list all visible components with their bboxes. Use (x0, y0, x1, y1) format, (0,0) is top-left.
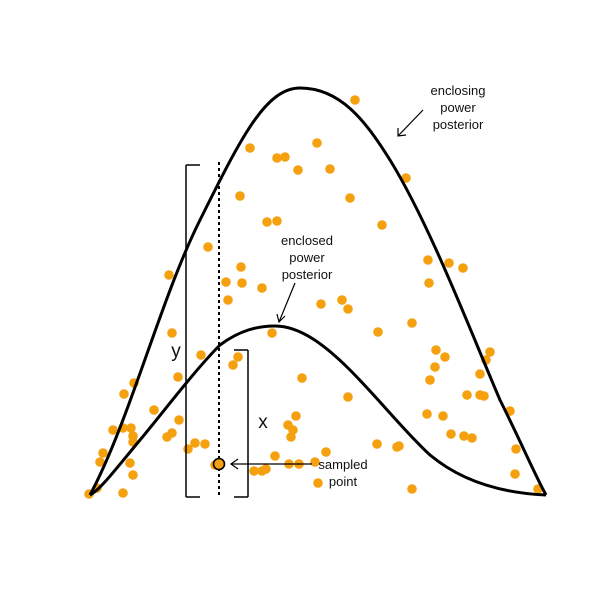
sample-point (350, 95, 360, 105)
y-label: y (171, 341, 181, 362)
sample-point (446, 429, 456, 439)
sample-point (407, 484, 417, 494)
sample-point (221, 277, 231, 287)
sample-point (200, 439, 210, 449)
sampled-label-line-2: point (329, 474, 358, 489)
sample-point (475, 369, 485, 379)
sample-point (174, 415, 184, 425)
sample-point (297, 373, 307, 383)
sample-point (431, 345, 441, 355)
sample-point (377, 220, 387, 230)
sample-point (291, 411, 301, 421)
enclosing-curve (88, 86, 548, 496)
sample-point (425, 375, 435, 385)
sample-point (394, 441, 404, 451)
sampled-point-arrow (229, 458, 312, 470)
sample-point (95, 457, 105, 467)
sample-point (173, 372, 183, 382)
enclosing-label-line-1: enclosing (431, 83, 486, 98)
sample-point (272, 153, 282, 163)
sample-point (313, 478, 323, 488)
sample-point (459, 431, 469, 441)
sample-point (237, 278, 247, 288)
sample-point (438, 411, 448, 421)
sample-point (196, 350, 206, 360)
sample-point (467, 433, 477, 443)
sample-point (126, 423, 136, 433)
sample-point (228, 360, 238, 370)
sample-point (485, 347, 495, 357)
sample-point (270, 451, 280, 461)
x-label: x (258, 412, 268, 433)
enclosed-label-line-3: posterior (282, 267, 333, 282)
sample-point (321, 447, 331, 457)
sample-point (257, 283, 267, 293)
enclosed-curve (89, 324, 547, 497)
sample-point (310, 457, 320, 467)
sample-point (430, 362, 440, 372)
sample-points (84, 95, 543, 499)
sample-point (118, 488, 128, 498)
sample-point (236, 262, 246, 272)
sample-point (462, 390, 472, 400)
sample-point (372, 439, 382, 449)
sample-point (164, 270, 174, 280)
enclosed-arrow (276, 282, 296, 324)
sample-point (316, 299, 326, 309)
sample-point (444, 258, 454, 268)
sample-point (422, 409, 432, 419)
sample-point (511, 444, 521, 454)
enclosing-arrow (397, 109, 424, 137)
sample-point (401, 173, 411, 183)
sample-point (233, 352, 243, 362)
sample-point (293, 165, 303, 175)
enclosed-label-line-2: power (289, 250, 325, 265)
sample-point (235, 191, 245, 201)
sample-point (119, 389, 129, 399)
sample-point (325, 164, 335, 174)
sample-point (286, 432, 296, 442)
sample-point (424, 278, 434, 288)
sample-point (262, 217, 272, 227)
sample-point (125, 458, 135, 468)
sample-point (343, 304, 353, 314)
sample-point (423, 255, 433, 265)
y-bracket (185, 164, 200, 498)
sample-point (108, 425, 118, 435)
enclosed-label-line-1: enclosed (281, 233, 333, 248)
enclosing-label-line-2: power (440, 100, 476, 115)
sample-point (407, 318, 417, 328)
sample-point (458, 263, 468, 273)
sampled-point-marker (212, 457, 226, 471)
sample-point (440, 352, 450, 362)
sample-point (312, 138, 322, 148)
sample-point (245, 143, 255, 153)
sample-point (203, 242, 213, 252)
sample-point (272, 216, 282, 226)
sample-point (162, 432, 172, 442)
sample-point (128, 470, 138, 480)
sample-point (167, 328, 177, 338)
sample-point (249, 466, 259, 476)
enclosing-label-line-3: posterior (433, 117, 484, 132)
sample-point (223, 295, 233, 305)
sample-point (257, 466, 267, 476)
sample-point (343, 392, 353, 402)
sample-point (280, 152, 290, 162)
sample-point (190, 438, 200, 448)
sample-point (98, 448, 108, 458)
sample-point (373, 327, 383, 337)
sample-point (510, 469, 520, 479)
sample-point (479, 391, 489, 401)
sample-point (183, 444, 193, 454)
x-bracket (234, 349, 249, 498)
sampled-label-line-1: sampled (318, 457, 367, 472)
sample-point (345, 193, 355, 203)
sample-point (337, 295, 347, 305)
sample-point (149, 405, 159, 415)
sample-point (267, 328, 277, 338)
